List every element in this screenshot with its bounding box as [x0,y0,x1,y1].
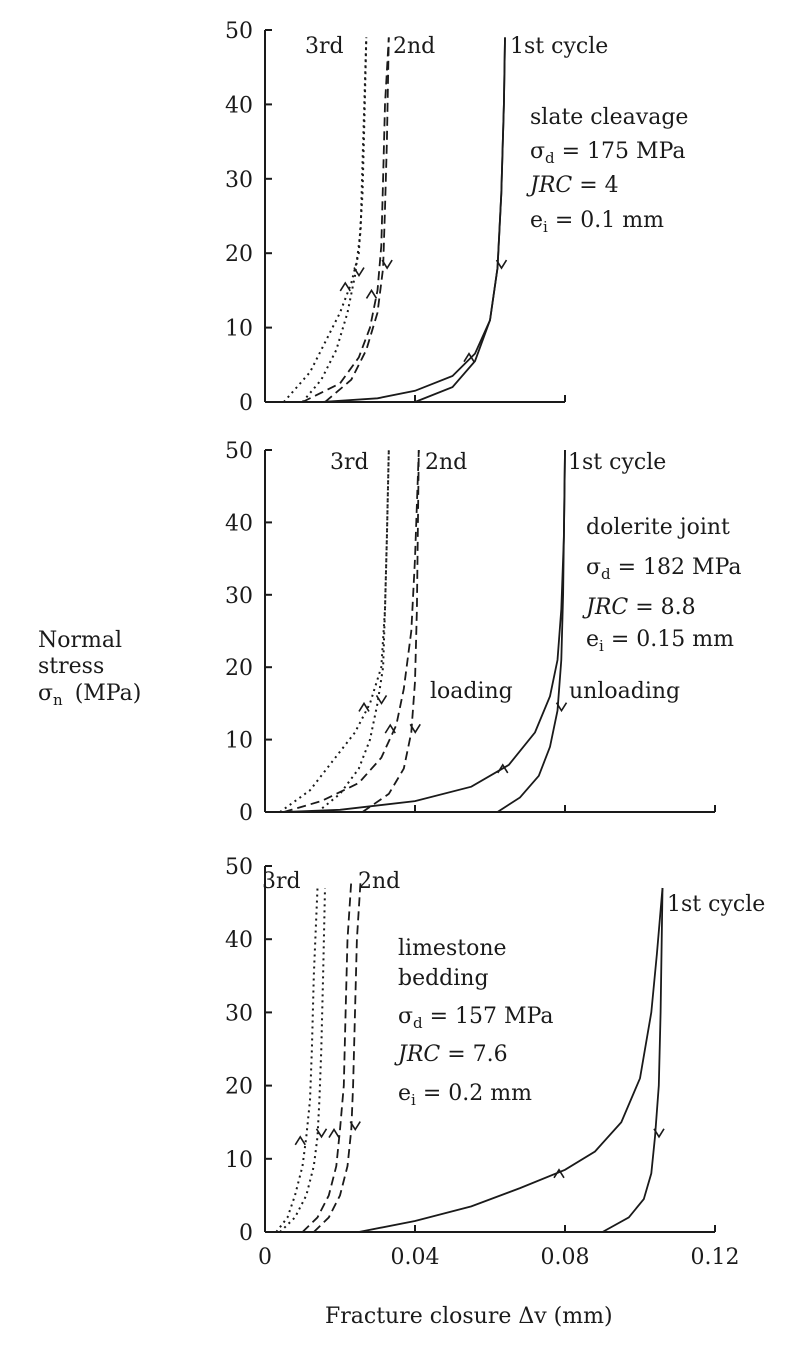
chart-panels: 0 10 20 30 40 50 3rd 2nd 1st cycle slate cleavage… [225,19,765,1270]
panel-annotation: ei = 0.1 mm [530,208,664,236]
panel-annotation: ei = 0.2 mm [398,1081,532,1109]
series-3rd-unloading [316,449,390,813]
y-axis-symbol: σ [38,681,53,706]
loading-arrow [294,1135,306,1146]
y-tick-label: 50 [225,439,253,464]
panel-annotation: slate cleavage [530,105,688,130]
series-1st-cycle-unloading [602,887,664,1233]
loading-arrow [339,281,351,292]
y-axis-title: Normal stress σn (MPa) [38,628,141,709]
y-axis-title-line2: stress [38,654,104,679]
series-3rd-unloading [279,887,326,1233]
y-tick-label: 30 [225,168,253,193]
series-3rd-loading [275,887,319,1233]
cycle-label: 1st cycle [667,892,765,917]
series-3rd-loading [279,449,390,813]
y-tick-label: 30 [225,1001,253,1026]
x-tick-label: 0.04 [391,1245,440,1270]
panel-annotation: JRC = 7.6 [394,1042,508,1067]
cycle-label: 2nd [425,450,467,475]
series-1st-cycle-loading [358,887,664,1233]
series-2nd-loading [283,449,420,813]
panel-annotation: bedding [398,966,489,991]
loading-arrow [384,723,396,734]
cycle-label: 3rd [262,869,301,894]
panel-limestone: 0 10 20 30 40 50 0 0.04 0.08 0.12 3rd 2nd 1st cycle l… [225,855,765,1270]
panel-annotation: σd = 182 MPa [586,555,742,583]
y-tick-label: 50 [225,855,253,880]
unloading-arrow [315,1128,328,1139]
panel-slate: 0 10 20 30 40 50 3rd 2nd 1st cycle slate cleavage… [225,19,688,416]
loading-arrow [365,288,378,299]
panel-annotation: dolerite joint [586,515,730,540]
series-1st-cycle-loading [283,449,566,813]
cycle-label: 2nd [358,869,400,894]
y-tick-label: 0 [239,1221,253,1246]
panel-annotation: σd = 157 MPa [398,1004,554,1032]
x-tick-label: 0.08 [541,1245,590,1270]
unloading-arrow [409,723,421,734]
y-axis-title-line1: Normal [38,628,122,653]
y-axis-unit: (MPa) [75,681,142,706]
y-tick-label: 40 [225,928,253,953]
y-tick-label: 40 [225,93,253,118]
y-tick-label: 50 [225,19,253,44]
x-axis-title: Fracture closure Δv (mm) [325,1304,613,1329]
panel-annotation: ei = 0.15 mm [586,627,734,655]
y-tick-label: 0 [239,801,253,826]
y-tick-label: 40 [225,511,253,536]
series-3rd-loading [283,37,368,403]
panel-annotation: JRC = 4 [526,173,619,198]
series-2nd-loading [301,880,353,1233]
unloading-arrow [353,267,365,278]
unloading-arrow [495,259,508,270]
unloading-arrow [555,702,568,713]
y-tick-label: 0 [239,391,253,416]
cycle-label: 1st cycle [568,450,666,475]
series-2nd-loading [302,37,390,403]
panel-annotation: limestone [398,936,507,961]
series-2nd-unloading [313,880,362,1233]
series-2nd-unloading [361,449,420,813]
series-3rd-unloading [301,37,368,403]
loading-arrow [463,352,475,363]
x-tick-label: 0 [258,1245,272,1270]
cycle-label: 3rd [330,450,369,475]
loading-arrow [497,763,509,774]
y-tick-label: 20 [225,656,253,681]
series-1st-cycle-unloading [414,37,506,403]
series-2nd-unloading [324,37,390,403]
panel-annotation: JRC = 8.8 [582,595,696,620]
series-1st-cycle-loading [321,37,506,403]
cycle-label: 2nd [393,34,435,59]
y-tick-label: 10 [225,1148,253,1173]
y-tick-label: 10 [225,317,253,342]
cycle-label: 1st cycle [510,34,608,59]
y-axis-title-line3: σn (MPa) [38,681,141,709]
y-tick-label: 20 [225,1075,253,1100]
cycle-label: unloading [569,679,680,704]
series-1st-cycle-unloading [497,449,566,813]
cycle-label: loading [430,679,513,704]
panel-dolerite: 0 10 20 30 40 50 3rd 2nd 1st cycle loading unloadi… [225,439,742,826]
y-axis-subscript: n [53,691,63,709]
y-tick-label: 30 [225,584,253,609]
unloading-arrow [349,1121,361,1132]
x-tick-label: 0.12 [691,1245,740,1270]
cycle-label: 3rd [305,34,344,59]
loading-arrow [328,1128,340,1138]
unloading-arrow [381,259,393,270]
y-tick-label: 10 [225,729,253,754]
unloading-arrow [653,1128,665,1139]
y-tick-label: 20 [225,242,253,267]
unloading-arrow [375,694,388,705]
panel-annotation: σd = 175 MPa [530,139,686,167]
loading-arrow [358,701,370,712]
loading-arrow [553,1168,565,1179]
